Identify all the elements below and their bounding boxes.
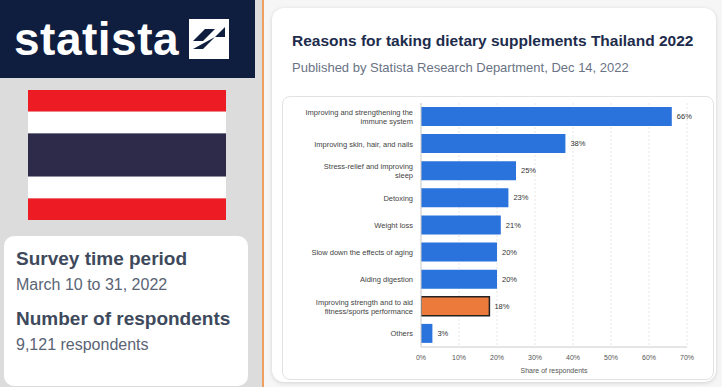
- svg-text:40%: 40%: [566, 354, 580, 361]
- html-text:9,121 respondents: 9,121 respondents: [16, 336, 149, 353]
- svg-text:70%: 70%: [680, 354, 694, 361]
- svg-text:Others: Others: [390, 329, 413, 338]
- svg-text:50%: 50%: [604, 354, 618, 361]
- svg-text:18%: 18%: [494, 302, 509, 311]
- svg-text:Stress-relief and improvingsle: Stress-relief and improvingsleep: [324, 162, 413, 180]
- svg-text:66%: 66%: [677, 112, 692, 121]
- svg-text:10%: 10%: [452, 354, 466, 361]
- html-text:March 10 to 31, 2022: March 10 to 31, 2022: [16, 276, 168, 293]
- svg-text:0%: 0%: [416, 354, 426, 361]
- html-text:Number of respondents: Number of respondents: [16, 308, 231, 329]
- svg-text:Weight loss: Weight loss: [374, 221, 413, 230]
- svg-text:20%: 20%: [502, 275, 517, 284]
- svg-text:21%: 21%: [506, 221, 521, 230]
- svg-text:60%: 60%: [642, 354, 656, 361]
- svg-text:23%: 23%: [513, 193, 528, 202]
- svg-text:Improving strength and to aidf: Improving strength and to aidfitness/spo…: [316, 298, 413, 316]
- svg-text:30%: 30%: [528, 354, 542, 361]
- html-text:Survey time period: Survey time period: [16, 248, 188, 269]
- svg-text:Aiding digestion: Aiding digestion: [360, 275, 413, 284]
- html-text:Reasons for taking dietary sup: Reasons for taking dietary supplements T…: [292, 32, 694, 49]
- svg-text:Improving skin, hair, and nail: Improving skin, hair, and nails: [314, 140, 413, 149]
- svg-text:25%: 25%: [521, 166, 536, 175]
- svg-text:Slow down the effects of aging: Slow down the effects of aging: [311, 248, 413, 257]
- svg-text:Share of respondents: Share of respondents: [521, 367, 588, 375]
- svg-text:38%: 38%: [570, 139, 585, 148]
- svg-text:20%: 20%: [502, 248, 517, 257]
- svg-text:Improving and strengthening th: Improving and strengthening theimmune sy…: [305, 108, 413, 126]
- svg-text:3%: 3%: [437, 329, 448, 338]
- html-text:statista: statista: [14, 13, 180, 65]
- svg-text:Detoxing: Detoxing: [383, 194, 413, 203]
- svg-text:20%: 20%: [490, 354, 504, 361]
- html-text:Published by Statista Research: Published by Statista Research Departmen…: [292, 60, 629, 75]
